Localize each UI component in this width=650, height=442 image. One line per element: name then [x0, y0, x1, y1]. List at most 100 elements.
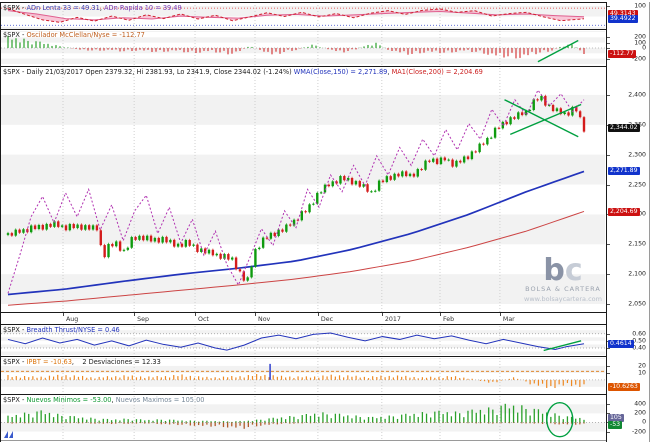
axis-tick-mark — [607, 6, 610, 8]
panel-ipbt — [1, 358, 605, 393]
label-part: $SPX - — [3, 358, 27, 366]
axis-tick-mark — [607, 42, 610, 44]
label-part: , — [99, 4, 105, 12]
label-part: Nuevos Minimos = -53.00 — [26, 396, 112, 404]
label-part: Nuevos Maximos = 105.00 — [115, 396, 205, 404]
axis-value-box: -112.77 — [608, 50, 636, 58]
label-part: $SPX - — [3, 396, 27, 404]
axis-tick-label: 400 — [634, 400, 646, 408]
month-tick — [381, 313, 383, 316]
axis-tick-label: 2,050 — [628, 300, 646, 308]
month-label: Nov — [257, 316, 271, 323]
axis-tick-mark — [607, 431, 610, 433]
time-axis: Aug Sep Oct Nov Dec 2017 Feb Mar — [0, 313, 606, 324]
axis-value-box: -53 — [608, 420, 623, 429]
month-label: 2017 — [384, 316, 401, 323]
label-part: ADn Lenta 33 = 49.31 — [26, 4, 100, 12]
axis-tick-label: 100 — [634, 39, 646, 47]
label-part: , — [387, 68, 392, 76]
wma150-line — [7, 170, 585, 296]
month-label: Aug — [66, 316, 79, 323]
panel-label-mcclellan: $SPX - Oscilador McClellan/Nyse = -112.7… — [3, 31, 145, 39]
drawn-trendline[interactable] — [510, 103, 582, 136]
axis-tick-label: 0.60 — [632, 330, 646, 338]
month-tick — [254, 313, 256, 316]
panel-nuevos — [1, 396, 605, 439]
axis-tick-mark — [607, 58, 610, 60]
panel-label-ipbt: $SPX - IPBT = -10.63, 2 Desviaciones = 1… — [3, 358, 161, 366]
axis-separator — [606, 2, 607, 442]
axis-tick-mark — [607, 184, 610, 186]
panel-divider[interactable] — [0, 312, 650, 313]
axis-tick-mark — [607, 244, 610, 246]
panel-divider[interactable] — [0, 394, 650, 395]
month-tick — [440, 313, 441, 316]
axis-tick-label: 0 — [642, 418, 646, 426]
panel-label-breadth: $SPX - Breadth Thrust/NYSE = 0.46 — [3, 326, 120, 334]
drawn-trendline[interactable] — [537, 39, 579, 63]
axis-tick-mark — [607, 372, 610, 374]
frame-top — [0, 2, 650, 3]
overlay-index-line — [7, 89, 585, 294]
axis-value-box: 0.4614 — [608, 339, 634, 348]
axis-tick-label: 2,400 — [628, 91, 646, 99]
label-part: ADn Rapida 10 = 39.49 — [104, 4, 182, 12]
frame-bottom — [0, 440, 650, 441]
ma200-line — [7, 210, 585, 306]
label-part: $SPX - Daily 21/03/2017 Open 2379.32, Hi… — [3, 68, 294, 76]
month-label: Mar — [502, 316, 515, 323]
panel-breadth — [1, 326, 605, 355]
watermark-logo: bc — [543, 253, 582, 288]
axis-tick-label: 200 — [634, 409, 646, 417]
bottom-left-icon[interactable] — [4, 431, 13, 438]
axis-tick-mark — [607, 404, 610, 406]
month-tick — [317, 313, 319, 316]
axis-tick-label: 2,150 — [628, 240, 646, 248]
axis-tick-label: 0.50 — [632, 337, 646, 345]
axis-tick-mark — [607, 154, 610, 156]
axis-value-box: 49.3143 — [608, 9, 638, 18]
axis-tick-label: 2,100 — [628, 270, 646, 278]
drawn-trendline[interactable] — [504, 99, 579, 138]
month-tick — [499, 313, 501, 316]
axis-tick-label: 100 — [634, 2, 646, 10]
axis-value-box: 2,271.89 — [608, 167, 640, 176]
panel-divider[interactable] — [0, 66, 650, 67]
axis-tick-label: -200 — [631, 55, 646, 63]
label-part: $SPX - — [3, 31, 27, 39]
panel-divider[interactable] — [0, 356, 650, 357]
label-part: Breadth Thrust/NYSE = 0.46 — [26, 326, 120, 334]
month-tick — [195, 313, 197, 316]
axis-value-box: 2,204.69 — [608, 207, 640, 216]
month-label: Sep — [137, 316, 150, 323]
label-part: IPBT = -10.63 — [26, 358, 72, 366]
axis-tick-mark — [607, 348, 610, 349]
axis-tick-mark — [607, 47, 610, 49]
drawn-trendline[interactable] — [543, 340, 582, 352]
price-axis[interactable]: 100 49.3143 39.4922 200 100 0 -200 -112.77 2,400… — [607, 0, 650, 442]
panel-label-nuevos: $SPX - Nuevos Minimos = -53.00, Nuevos M… — [3, 396, 204, 404]
drawn-ellipse[interactable] — [546, 402, 574, 438]
label-part: , — [111, 396, 116, 404]
axis-tick-label: 20 — [638, 362, 646, 370]
axis-tick-label: 10 — [638, 369, 646, 377]
panel-label-price: $SPX - Daily 21/03/2017 Open 2379.32, Hi… — [3, 68, 483, 76]
label-part: $SPX - — [3, 326, 27, 334]
axis-tick-mark — [607, 365, 610, 367]
panel-divider[interactable] — [0, 324, 650, 325]
label-part: Oscilador McClellan/Nyse = -112.77 — [26, 31, 145, 39]
axis-tick-label: 2,300 — [628, 151, 646, 159]
axis-tick-label: 2,250 — [628, 181, 646, 189]
axis-tick-mark — [607, 274, 610, 276]
label-part: $SPX - — [3, 4, 27, 12]
axis-tick-label: -200 — [631, 428, 646, 436]
axis-tick-mark — [607, 37, 610, 39]
axis-tick-mark — [607, 304, 610, 306]
panel-divider[interactable] — [0, 29, 650, 30]
month-label: Dec — [320, 316, 334, 323]
panel-adn — [1, 5, 605, 29]
axis-value-box: -10.6263 — [608, 383, 640, 392]
panel-label-adn: $SPX - ADn Lenta 33 = 49.31, ADn Rapida … — [3, 4, 182, 12]
axis-tick-mark — [607, 333, 610, 335]
